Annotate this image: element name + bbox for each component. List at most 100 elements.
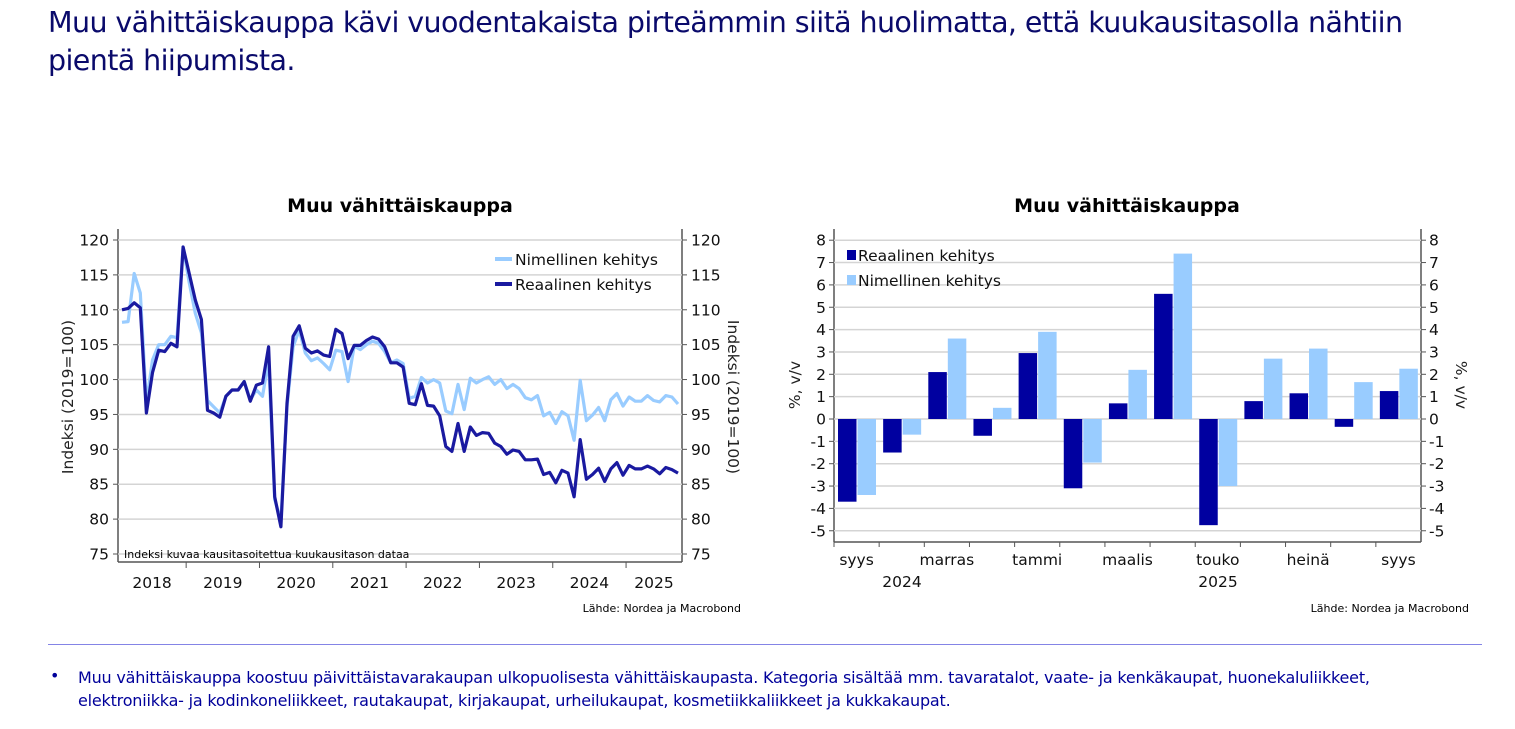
y-tick-label-left: 0 <box>816 411 826 429</box>
x-tick-label: 2018 <box>132 574 171 592</box>
y-tick-label-right: 75 <box>691 546 711 564</box>
y-tick-label-left: 6 <box>816 276 826 294</box>
x-tick-label: 2021 <box>350 574 389 592</box>
y-tick-label-right: 115 <box>691 266 721 284</box>
bar-real <box>928 372 947 419</box>
y-tick-label-left: 105 <box>79 336 109 354</box>
legend-label-real: Reaalinen kehitys <box>515 276 652 294</box>
y-tick-label-right: 4 <box>1429 321 1439 339</box>
y-tick-label-left: 4 <box>816 321 826 339</box>
y-tick-label-left: 110 <box>79 301 109 319</box>
bar-chart-source: Lähde: Nordea ja Macrobond <box>1311 602 1469 615</box>
bar-real <box>1154 293 1173 419</box>
legend-swatch-nominal <box>847 275 856 285</box>
y-tick-label-right: 3 <box>1429 343 1439 361</box>
page-title: Muu vähittäiskauppa kävi vuodentakaista … <box>48 6 1403 77</box>
footnote-text: Muu vähittäiskauppa koostuu päivittäista… <box>78 668 1370 710</box>
bar-nominal <box>1399 368 1418 419</box>
bar-nominal <box>1263 358 1283 419</box>
bar-real <box>1244 401 1263 419</box>
y-tick-label-right: 80 <box>691 511 711 529</box>
line-chart-source: Lähde: Nordea ja Macrobond <box>583 602 741 615</box>
bar-real <box>838 419 857 502</box>
x-tick-label: heinä <box>1287 551 1330 569</box>
y-tick-label-right: 105 <box>691 336 721 354</box>
bar-real <box>1379 391 1399 419</box>
x-tick-label: 2019 <box>203 574 242 592</box>
legend-label-nominal: Nimellinen kehitys <box>858 272 1001 290</box>
bar-real <box>973 419 992 436</box>
x-tick-label: 2023 <box>496 574 535 592</box>
y-tick-label-left: 5 <box>816 299 826 317</box>
bar-nominal <box>1083 419 1102 463</box>
y-tick-label-right: -2 <box>1429 455 1444 473</box>
y-tick-label-left: 75 <box>89 546 109 564</box>
y-tick-label-left: -3 <box>811 478 826 496</box>
line-chart-note: Indeksi kuvaa kausitasoitettua kuukausit… <box>124 548 409 561</box>
line-chart: Muu vähittäiskauppa Indeksi (2019=100) I… <box>59 195 742 615</box>
y-tick-label-left: 8 <box>816 232 826 250</box>
legend-swatch-real <box>847 250 856 260</box>
y-tick-label-right: 6 <box>1429 276 1439 294</box>
y-tick-label-right: 85 <box>691 476 711 494</box>
y-tick-label-left: 90 <box>89 441 109 459</box>
y-tick-label-right: 100 <box>691 371 721 389</box>
bar-nominal <box>902 419 922 435</box>
series-line-nominal <box>121 245 680 523</box>
x-tick-label: touko <box>1196 551 1239 569</box>
y-tick-label-left: 3 <box>816 343 826 361</box>
bar-nominal <box>1173 253 1193 419</box>
bar-chart-title: Muu vähittäiskauppa <box>1014 195 1240 217</box>
y-tick-label-left: 95 <box>89 406 109 424</box>
legend-label-nominal: Nimellinen kehitys <box>515 251 658 269</box>
line-chart-y-label-left: Indeksi (2019=100) <box>59 320 77 474</box>
y-tick-label-right: -4 <box>1429 500 1444 518</box>
y-tick-label-right: 95 <box>691 406 711 424</box>
bar-chart-y-label-left: %, v/v <box>786 361 804 409</box>
bar-nominal <box>947 338 967 419</box>
legend-label-real: Reaalinen kehitys <box>858 247 995 265</box>
y-tick-label-right: 2 <box>1429 366 1439 384</box>
y-tick-label-right: -3 <box>1429 478 1444 496</box>
x-tick-label: 2024 <box>570 574 609 592</box>
y-tick-label-left: -5 <box>811 522 826 540</box>
y-tick-label-left: 85 <box>89 476 109 494</box>
bar-real <box>1108 403 1128 419</box>
y-tick-label-right: 90 <box>691 441 711 459</box>
line-chart-y-label-right: Indeksi (2019=100) <box>724 320 742 474</box>
x-tick-label: 2022 <box>423 574 462 592</box>
bar-nominal <box>1218 419 1238 487</box>
bar-nominal <box>1309 348 1328 419</box>
y-tick-label-right: -1 <box>1429 433 1444 451</box>
divider <box>48 644 1482 645</box>
bar-nominal <box>857 419 876 495</box>
y-tick-label-left: 100 <box>79 371 109 389</box>
y-tick-label-right: 5 <box>1429 299 1439 317</box>
y-tick-label-right: 110 <box>691 301 721 319</box>
bar-real <box>1018 353 1038 419</box>
y-tick-label-right: 120 <box>691 232 721 250</box>
bar-real <box>883 419 902 453</box>
y-tick-label-left: 7 <box>816 254 826 272</box>
x-tick-label: maalis <box>1102 551 1153 569</box>
year-label-2025: 2025 <box>1198 573 1237 591</box>
x-tick-label: syys <box>1381 551 1416 569</box>
x-tick-label: 2025 <box>634 574 673 592</box>
y-tick-label-right: 1 <box>1429 388 1439 406</box>
y-tick-label-right: 0 <box>1429 411 1439 429</box>
bar-nominal <box>992 407 1012 419</box>
bar-real <box>1289 393 1309 419</box>
y-tick-label-right: 8 <box>1429 232 1439 250</box>
y-tick-label-left: -1 <box>811 433 826 451</box>
y-tick-label-right: 7 <box>1429 254 1439 272</box>
x-tick-label: marras <box>920 551 975 569</box>
bar-real <box>1199 419 1218 526</box>
line-chart-title: Muu vähittäiskauppa <box>287 195 513 217</box>
bar-chart: Muu vähittäiskauppa %, v/v %, v/v Lähde:… <box>786 195 1470 615</box>
y-tick-label-left: 120 <box>79 232 109 250</box>
y-tick-label-right: -5 <box>1429 522 1444 540</box>
x-tick-label: tammi <box>1012 551 1062 569</box>
bullet-marker: • <box>50 666 60 685</box>
bar-chart-y-label-right: %, v/v <box>1452 361 1470 409</box>
